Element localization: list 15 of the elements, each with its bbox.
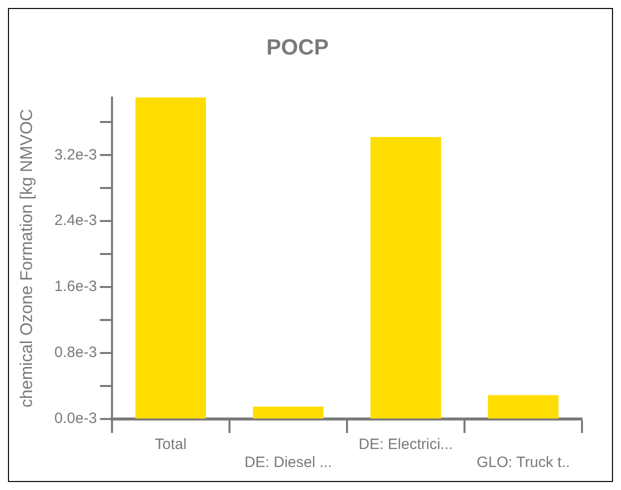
y-tick-label: 2.4e-3 [54, 212, 97, 230]
x-tick-label: DE: Diesel ... [244, 454, 332, 472]
bar [252, 406, 324, 418]
x-tick-label: GLO: Truck t.. [476, 454, 570, 472]
bar [370, 136, 441, 418]
y-axis-title: chemical Ozone Formation [kg NMVOC [16, 108, 36, 408]
bar [135, 97, 206, 418]
y-tick-label: 0.0e-3 [54, 410, 97, 428]
y-tick-label: 1.6e-3 [54, 278, 97, 296]
y-tick-label: 0.8e-3 [54, 344, 97, 362]
chart-title: POCP [266, 34, 329, 60]
y-tick-label: 3.2e-3 [54, 146, 97, 164]
x-tick-label: DE: Electrici... [358, 436, 453, 454]
x-tick-label: Total [154, 436, 187, 454]
bar [488, 395, 558, 418]
